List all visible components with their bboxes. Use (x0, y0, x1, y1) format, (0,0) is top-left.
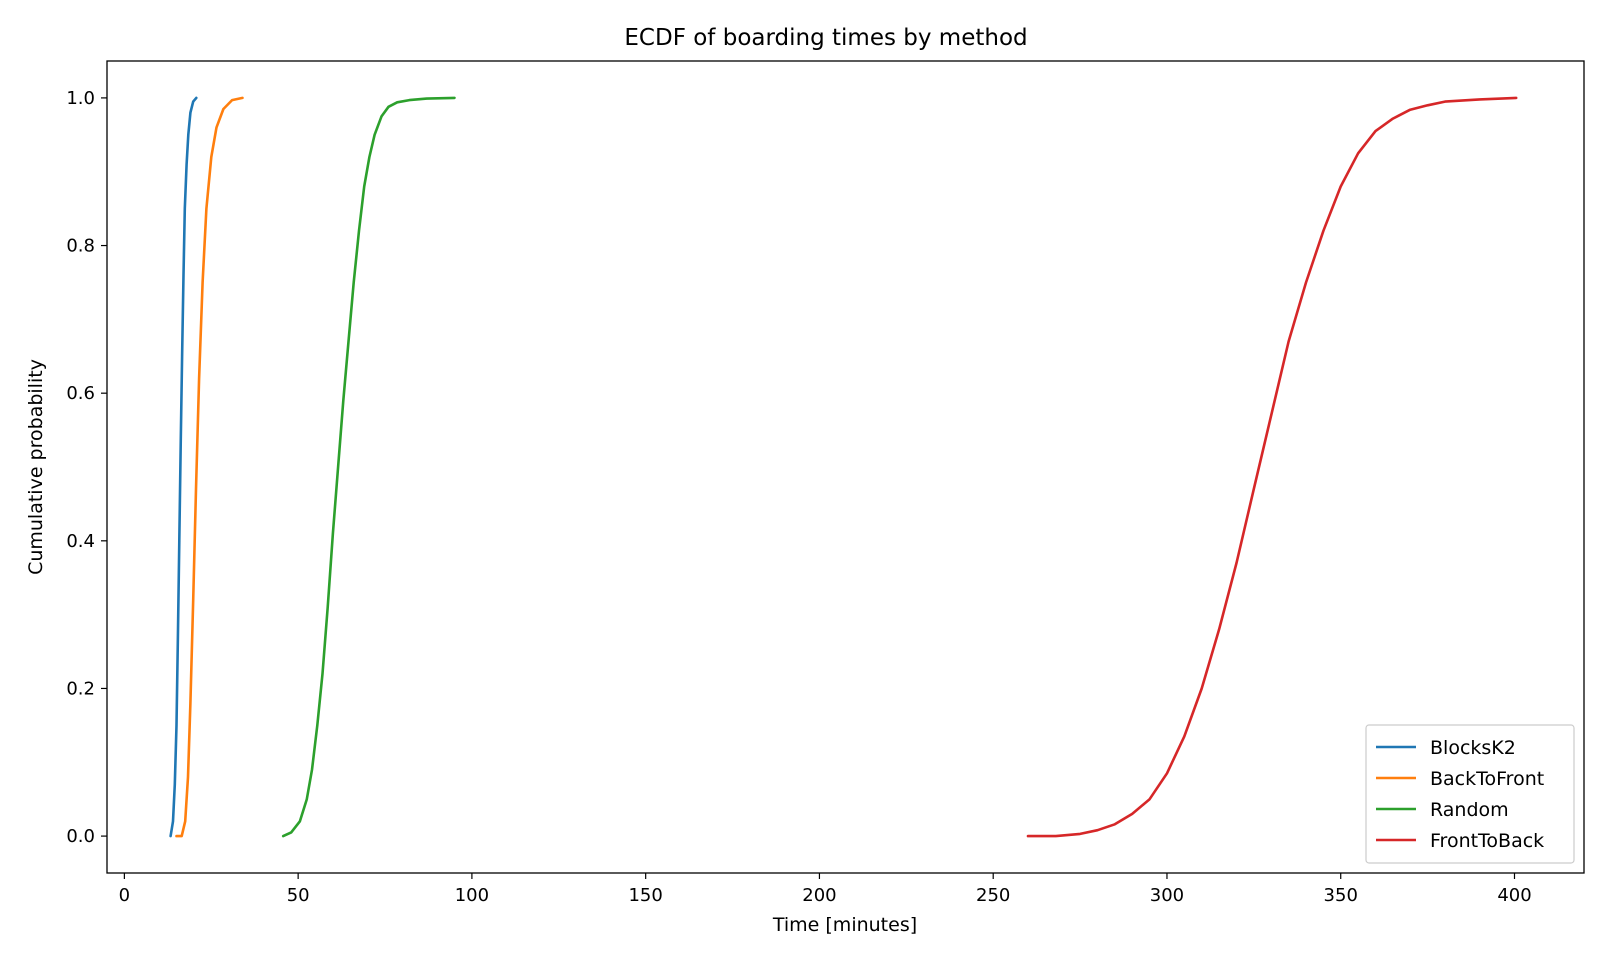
y-axis-label: Cumulative probability (25, 359, 47, 575)
legend-label-random: Random (1430, 799, 1509, 821)
x-axis-ticks: 0 50 100 150 200 250 300 350 400 (119, 873, 1532, 906)
x-tick-label: 400 (1497, 885, 1531, 906)
chart-title: ECDF of boarding times by method (624, 25, 1027, 51)
x-tick-label: 350 (1324, 885, 1358, 906)
legend: BlocksK2 BackToFront Random FrontToBack (1365, 724, 1575, 864)
x-tick-label: 150 (628, 885, 662, 906)
y-axis-ticks: 0.0 0.2 0.4 0.6 0.8 1.0 (66, 88, 107, 847)
x-tick-label: 100 (455, 885, 489, 906)
x-tick-label: 50 (287, 885, 310, 906)
x-tick-label: 200 (802, 885, 836, 906)
series-line-random (281, 96, 456, 838)
series-line-backtofront (175, 96, 244, 838)
legend-label-blocksk2: BlocksK2 (1430, 737, 1516, 759)
legend-box (1365, 724, 1575, 864)
series-line-fronttoback (1026, 96, 1518, 838)
plot-frame (106, 60, 1585, 874)
x-tick-label: 0 (119, 885, 130, 906)
x-axis-label: Time [minutes] (772, 914, 917, 936)
legend-label-backtofront: BackToFront (1430, 768, 1544, 790)
legend-label-fronttoback: FrontToBack (1430, 830, 1544, 852)
y-tick-label: 0.8 (66, 236, 95, 257)
series-line-blocksk2 (169, 96, 198, 838)
y-tick-label: 0.2 (66, 678, 95, 699)
x-tick-label: 250 (976, 885, 1010, 906)
x-tick-label: 300 (1150, 885, 1184, 906)
y-tick-label: 0.4 (66, 531, 95, 552)
y-tick-label: 1.0 (66, 88, 95, 109)
y-tick-label: 0.6 (66, 383, 95, 404)
y-tick-label: 0.0 (66, 826, 95, 847)
plot-series-group (169, 96, 1518, 838)
